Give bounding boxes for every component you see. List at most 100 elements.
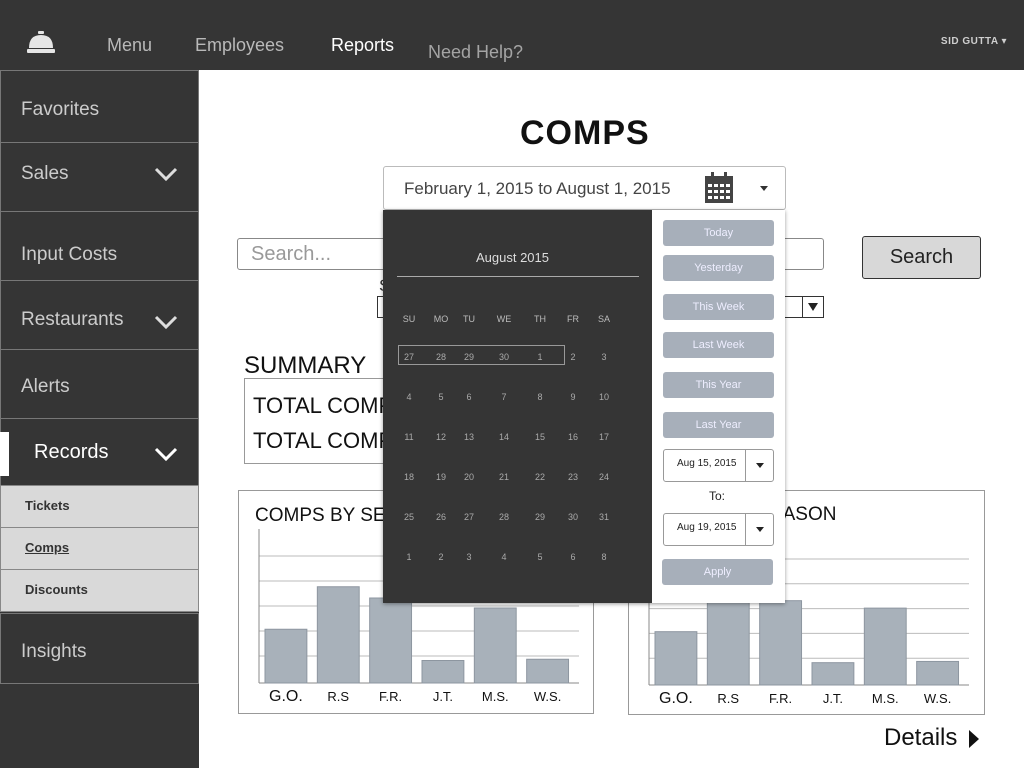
calendar-day[interactable]: 13 [463, 432, 474, 442]
calendar-day[interactable]: 6 [570, 552, 576, 562]
from-date-dropdown[interactable] [745, 450, 773, 481]
calendar-day[interactable]: 29 [463, 352, 474, 362]
calendar-day[interactable]: 5 [537, 552, 543, 562]
calendar-day[interactable]: 30 [567, 512, 578, 522]
calendar-day[interactable]: 23 [567, 472, 578, 482]
calendar-day[interactable]: 4 [501, 552, 507, 562]
calendar-day[interactable]: 3 [601, 352, 607, 362]
calendar-day[interactable]: 25 [403, 512, 414, 522]
sidebar: Favorites Sales Input Costs Restaurants … [0, 70, 199, 768]
quick-range-last-week[interactable]: Last Week [663, 332, 774, 358]
calendar-day[interactable]: 18 [403, 472, 414, 482]
quick-range-today[interactable]: Today [663, 220, 774, 246]
sidebar-item-sales[interactable]: Sales [0, 142, 199, 212]
weekday-label: SU [402, 314, 416, 324]
user-name: SID GUTTA [940, 36, 999, 47]
calendar-day[interactable]: 29 [534, 512, 545, 522]
filter-select-right[interactable] [784, 296, 824, 318]
sidebar-item-input-costs[interactable]: Input Costs [0, 211, 199, 281]
date-range-picker[interactable]: February 1, 2015 to August 1, 2015 [383, 166, 786, 210]
sidebar-subitem-comps[interactable]: Comps [0, 527, 199, 570]
calendar-day[interactable]: 31 [598, 512, 609, 522]
calendar-day[interactable]: 4 [406, 392, 412, 402]
user-menu[interactable]: SID GUTTA ▾ [941, 36, 1007, 47]
bar-rs[interactable] [706, 595, 750, 686]
bar-fr[interactable] [759, 600, 803, 686]
calendar-day[interactable]: 28 [435, 352, 446, 362]
bar-jt[interactable] [421, 660, 465, 684]
quick-range-this-week[interactable]: This Week [663, 294, 774, 320]
service-bell-logo-icon[interactable] [26, 30, 56, 56]
nav-need-help[interactable]: Need Help? [428, 42, 524, 62]
calendar-day[interactable]: 16 [567, 432, 578, 442]
calendar-day[interactable]: 1 [406, 552, 412, 562]
calendar-day[interactable]: 26 [435, 512, 446, 522]
calendar-day[interactable]: 9 [570, 392, 576, 402]
sidebar-item-records[interactable]: Records [0, 418, 199, 486]
chevron-down-icon [154, 315, 178, 329]
calendar-day[interactable]: 30 [498, 352, 509, 362]
calendar-day[interactable]: 17 [598, 432, 609, 442]
nav-menu[interactable]: Menu [107, 35, 153, 55]
bar-fr[interactable] [369, 597, 413, 684]
sidebar-item-label: Records [34, 441, 109, 463]
bar-ms[interactable] [863, 607, 907, 686]
calendar-day[interactable]: 24 [598, 472, 609, 482]
calendar-day[interactable]: 19 [435, 472, 446, 482]
bar-go[interactable] [264, 628, 308, 684]
quick-range-label: Last Year [695, 419, 742, 431]
quick-range-yesterday[interactable]: Yesterday [663, 255, 774, 281]
calendar-day[interactable]: 6 [466, 392, 472, 402]
weekday-label: TH [534, 314, 546, 324]
calendar-day[interactable]: 3 [466, 552, 472, 562]
nav-employees[interactable]: Employees [195, 35, 285, 55]
calendar-day[interactable]: 27 [463, 512, 474, 522]
calendar-day[interactable]: 5 [438, 392, 444, 402]
nav-reports[interactable]: Reports [331, 35, 395, 55]
bar-jt[interactable] [811, 662, 855, 686]
quick-range-last-year[interactable]: Last Year [663, 412, 774, 438]
bar-ws[interactable] [916, 660, 960, 686]
calendar-day[interactable]: 27 [403, 352, 414, 362]
calendar-day[interactable]: 21 [498, 472, 509, 482]
bar-rs[interactable] [316, 586, 360, 684]
search-button[interactable]: Search [862, 236, 981, 279]
quick-range-this-year[interactable]: This Year [663, 372, 774, 398]
x-tick-label: J.T. [433, 689, 453, 704]
bar-ws[interactable] [526, 658, 570, 684]
x-tick-label: R.S [327, 689, 349, 704]
calendar-day[interactable]: 11 [404, 432, 414, 442]
calendar-day[interactable]: 22 [534, 472, 545, 482]
calendar-day[interactable]: 8 [537, 392, 543, 402]
bar-go[interactable] [654, 631, 698, 686]
sidebar-subitem-tickets[interactable]: Tickets [0, 485, 199, 528]
calendar-day[interactable]: 1 [537, 352, 543, 362]
sidebar-item-label: Insights [21, 641, 87, 662]
weekday-label: WE [496, 314, 512, 324]
calendar-day[interactable]: 2 [438, 552, 444, 562]
calendar-day[interactable]: 14 [498, 432, 509, 442]
sidebar-item-insights[interactable]: Insights [0, 613, 199, 684]
calendar-day[interactable]: 2 [570, 352, 576, 362]
from-date-field[interactable]: Aug 15, 2015 [663, 449, 774, 482]
sidebar-item-favorites[interactable]: Favorites [0, 70, 199, 143]
sidebar-item-label: Alerts [21, 376, 70, 397]
details-link[interactable]: Details [884, 724, 979, 752]
apply-button[interactable]: Apply [662, 559, 773, 585]
calendar-day[interactable]: 8 [601, 552, 607, 562]
calendar-day[interactable]: 7 [501, 392, 507, 402]
x-tick-label: G.O. [659, 690, 693, 707]
bar-ms[interactable] [473, 607, 517, 684]
filter-select-left[interactable] [377, 296, 387, 318]
sidebar-item-alerts[interactable]: Alerts [0, 349, 199, 419]
calendar-day[interactable]: 28 [498, 512, 509, 522]
calendar-day[interactable]: 12 [435, 432, 446, 442]
to-date-field[interactable]: Aug 19, 2015 [663, 513, 774, 546]
calendar-day[interactable]: 15 [534, 432, 545, 442]
calendar-day[interactable]: 10 [598, 392, 609, 402]
to-date-dropdown[interactable] [745, 514, 773, 545]
sidebar-subitem-discounts[interactable]: Discounts [0, 569, 199, 612]
calendar-month-label[interactable]: August 2015 [475, 250, 549, 265]
sidebar-item-restaurants[interactable]: Restaurants [0, 280, 199, 350]
calendar-day[interactable]: 20 [463, 472, 474, 482]
